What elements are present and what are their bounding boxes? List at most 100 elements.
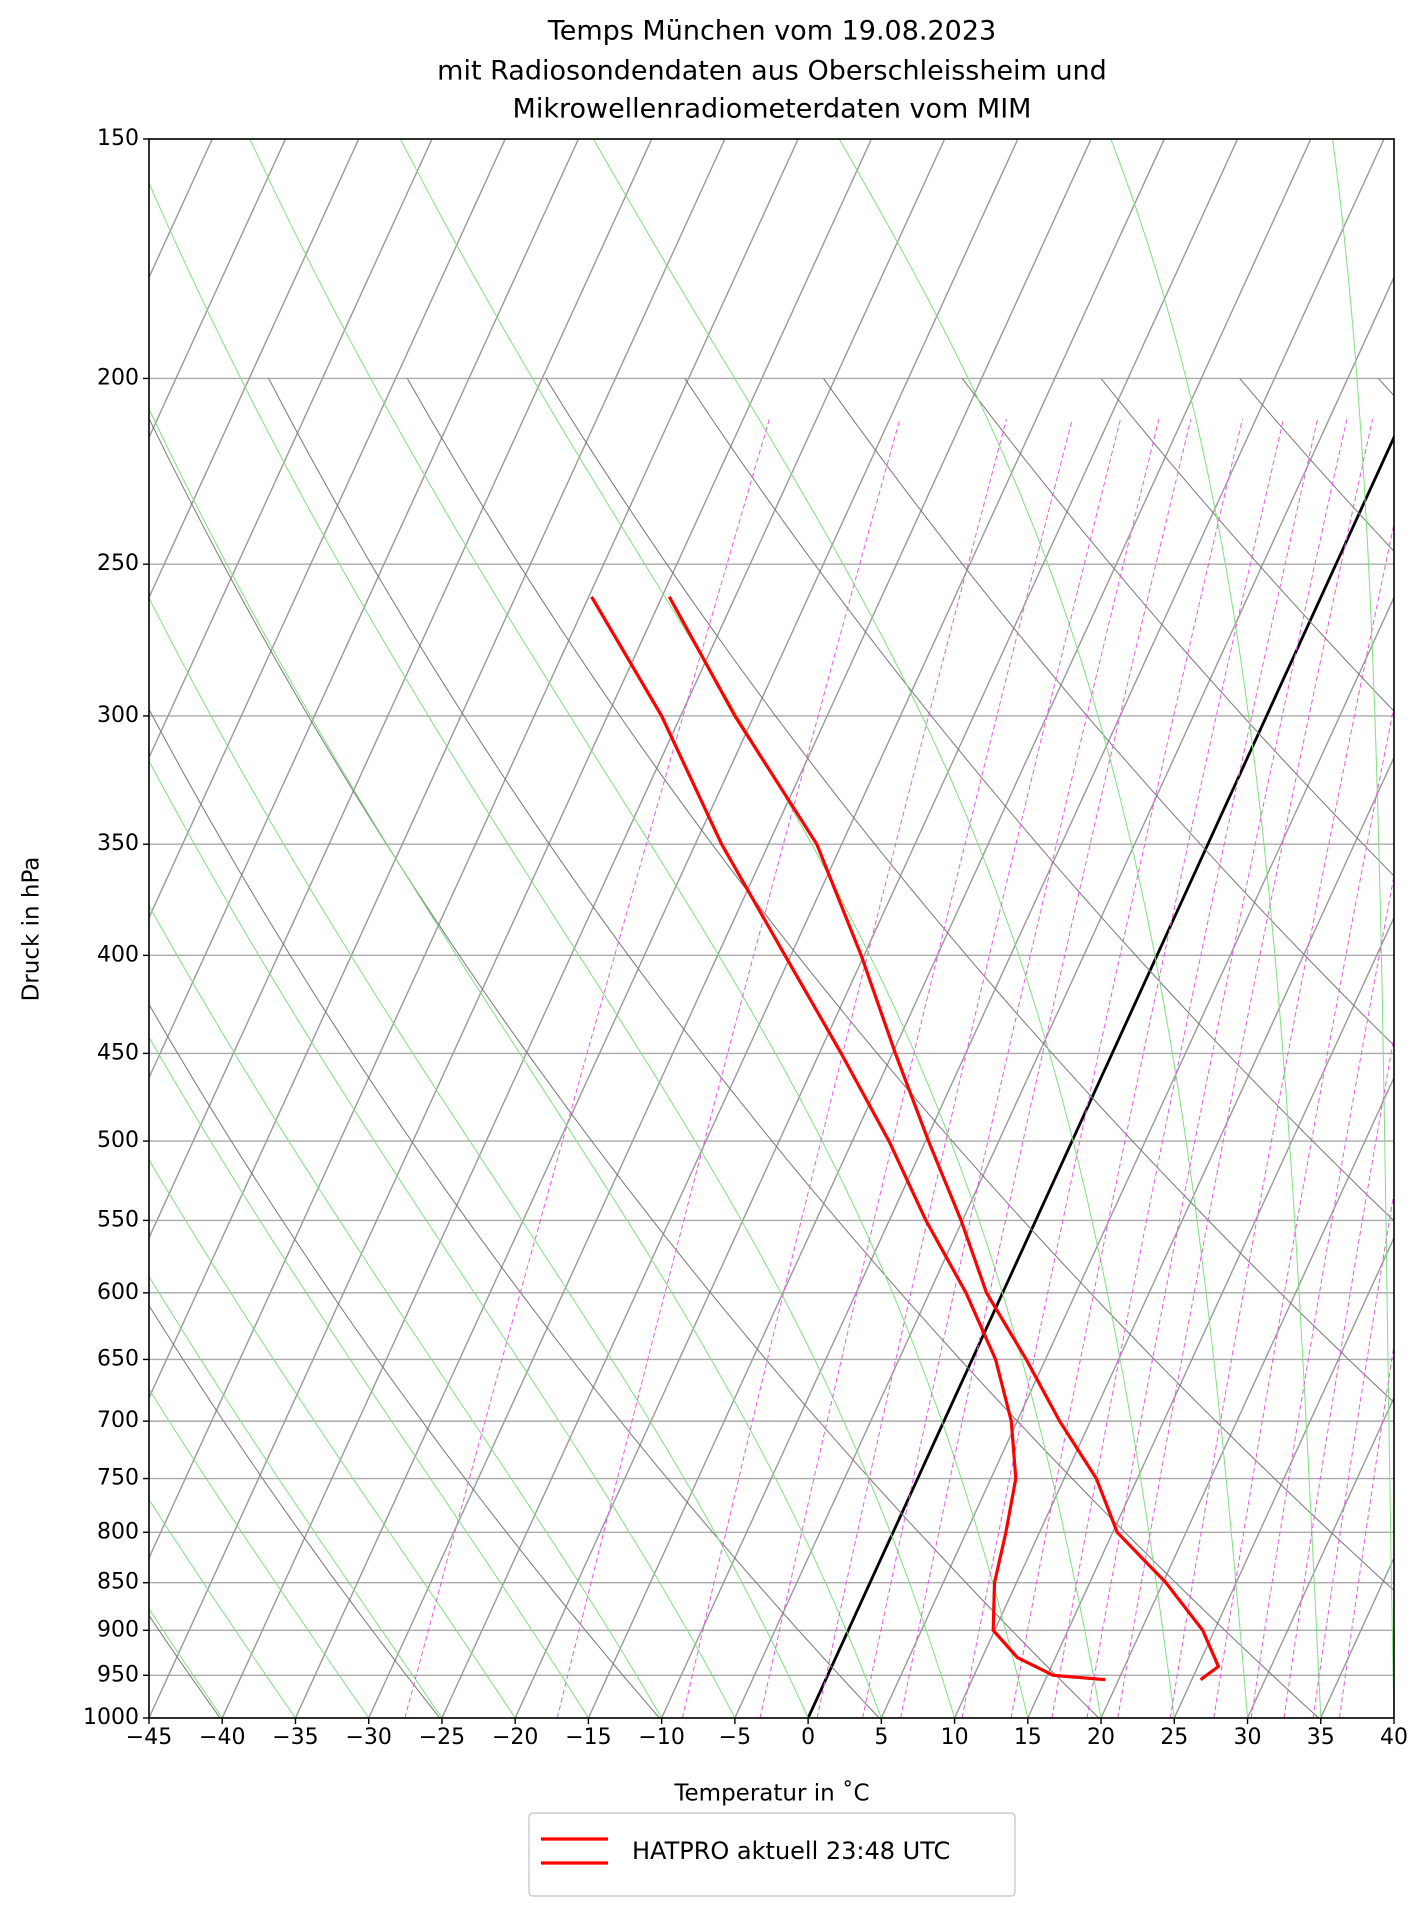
- y-tick-label: 500: [97, 1128, 139, 1153]
- isotherm: [149, 139, 506, 920]
- plot-frame: [148, 138, 1395, 1719]
- moist-adiabat: [1332, 139, 1394, 1718]
- isotherm: [734, 275, 1394, 1718]
- y-tick-label: 650: [97, 1346, 139, 1371]
- isotherm: [441, 139, 1165, 1718]
- mixing-ratio-line: [816, 418, 1121, 1718]
- x-tick-label: 0: [801, 1725, 815, 1750]
- dry-adiabat: [268, 378, 1319, 1718]
- y-tick-label: 700: [97, 1408, 139, 1433]
- isotherm: [149, 139, 360, 600]
- dry-adiabat: [1100, 378, 1394, 712]
- x-tick-label: −20: [492, 1725, 538, 1750]
- moist-adiabat: [149, 181, 956, 1718]
- dry-adiabat: [961, 378, 1394, 877]
- x-tick-label: 20: [1087, 1725, 1115, 1750]
- legend-box: [528, 1812, 1016, 1897]
- isotherm: [368, 139, 1092, 1718]
- isotherm: [953, 755, 1394, 1718]
- mixing-ratio-line: [404, 418, 770, 1718]
- moist-adiabat: [149, 1158, 516, 1718]
- mixing-ratio-line: [961, 418, 1243, 1718]
- isotherm: [587, 139, 1312, 1718]
- isotherm: [514, 139, 1239, 1718]
- mixing-ratio-line: [1086, 418, 1348, 1718]
- isotherm: [294, 139, 1019, 1718]
- y-tick-label: 750: [97, 1466, 139, 1491]
- moist-adiabat: [149, 407, 882, 1718]
- y-tick-label: 950: [97, 1662, 139, 1687]
- mixing-ratio-line: [1213, 703, 1394, 1718]
- mixing-ratio-line: [1117, 418, 1374, 1718]
- isotherm: [149, 139, 653, 1240]
- moist-adiabat: [249, 139, 1029, 1718]
- isotherm: [149, 139, 799, 1560]
- moist-adiabat: [592, 139, 1175, 1718]
- legend: HATPRO aktuell 23:48 UTC: [528, 1812, 1016, 1897]
- x-tick-label: −5: [719, 1725, 751, 1750]
- isotherm: [1393, 1716, 1394, 1718]
- x-axis-label: Temperatur in ˚C: [673, 1780, 869, 1807]
- y-tick-label: 550: [97, 1207, 139, 1232]
- chart-title: Mikrowellenradiometerdaten vom MIM: [513, 94, 1032, 125]
- chart-title: mit Radiosondendaten aus Oberschleisshei…: [437, 56, 1107, 87]
- isotherm: [1246, 1396, 1394, 1718]
- x-tick-label: 15: [1014, 1725, 1042, 1750]
- isotherm: [149, 139, 433, 760]
- isotherm: [149, 139, 873, 1718]
- moist-adiabat: [149, 1498, 296, 1718]
- chart-title: Temps München vom 19.08.2023: [547, 16, 996, 47]
- y-tick-label: 900: [97, 1617, 139, 1642]
- moist-adiabat: [838, 139, 1248, 1718]
- isotherm: [807, 435, 1394, 1718]
- isotherm: [1027, 915, 1394, 1718]
- moist-adiabat: [149, 904, 663, 1718]
- mixing-ratio-line: [1250, 873, 1394, 1718]
- x-tick-label: 35: [1307, 1725, 1335, 1750]
- x-tick-label: −15: [565, 1725, 611, 1750]
- mixing-ratio-line: [862, 418, 1160, 1718]
- y-tick-label: 300: [97, 703, 139, 728]
- isotherm: [221, 139, 946, 1718]
- dry-adiabat: [149, 1304, 441, 1718]
- zero-isotherm: [806, 434, 1394, 1718]
- y-tick-label: 150: [97, 126, 139, 151]
- legend-label: HATPRO aktuell 23:48 UTC: [632, 1837, 950, 1865]
- temperature-line: [667, 596, 1221, 1681]
- dry-adiabat: [1377, 378, 1394, 397]
- x-tick-label: −45: [126, 1725, 172, 1750]
- isotherm: [149, 139, 287, 440]
- x-tick-label: 40: [1380, 1725, 1408, 1750]
- moist-adiabat: [149, 596, 809, 1718]
- moist-adiabat: [149, 759, 736, 1718]
- isotherm: [149, 139, 580, 1080]
- x-tick-label: 5: [874, 1725, 888, 1750]
- moist-adiabat: [1110, 139, 1322, 1718]
- y-tick-label: 400: [97, 942, 139, 967]
- moist-adiabat: [149, 1275, 443, 1718]
- x-tick-label: −25: [419, 1725, 465, 1750]
- mixing-ratio-line: [900, 418, 1192, 1718]
- isotherm: [1100, 1076, 1394, 1718]
- dry-adiabat: [1239, 378, 1394, 552]
- mixing-ratio-line: [759, 418, 1073, 1718]
- dewpoint-line: [590, 595, 1106, 1682]
- y-tick-label: 200: [97, 365, 139, 390]
- dry-adiabat: [822, 378, 1394, 1047]
- x-tick-label: −35: [272, 1725, 318, 1750]
- isotherm: [149, 139, 726, 1400]
- dry-adiabat: [684, 378, 1394, 1222]
- mixing-ratio-line: [1283, 1034, 1394, 1718]
- mixing-ratio-line: [1051, 418, 1319, 1718]
- x-tick-label: 10: [941, 1725, 969, 1750]
- y-tick-label: 600: [97, 1280, 139, 1305]
- dry-adiabat: [149, 1003, 660, 1718]
- dry-adiabat: [545, 378, 1394, 1404]
- y-tick-label: 850: [97, 1570, 139, 1595]
- x-tick-label: 30: [1234, 1725, 1262, 1750]
- isotherm: [661, 139, 1385, 1718]
- mixing-ratio-line: [556, 418, 901, 1718]
- plot-data: [590, 595, 1221, 1682]
- x-tick-label: 25: [1160, 1725, 1188, 1750]
- isotherm: [1173, 1236, 1394, 1718]
